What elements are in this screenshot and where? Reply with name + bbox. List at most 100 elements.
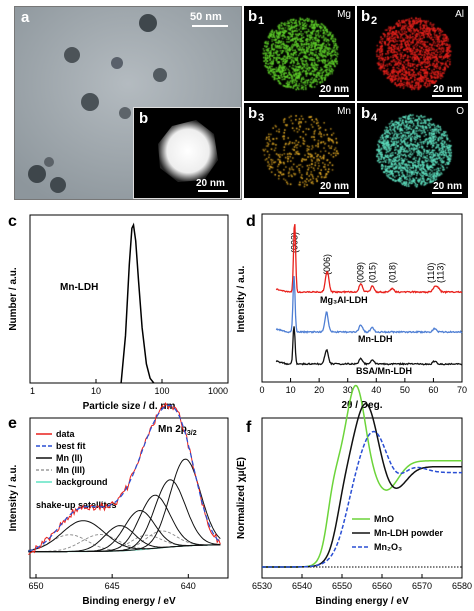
tem-particle	[64, 47, 80, 63]
panel-e-letter: e	[8, 415, 17, 432]
panel-f-legend-label: MnO	[374, 514, 394, 524]
panel-d-peak-label: (018)	[387, 262, 397, 283]
eds-sub: 3	[258, 112, 265, 124]
panel-d-xtick-label: 10	[286, 385, 296, 395]
panel-d-peak-label: (110)	[426, 263, 436, 283]
panel-d-xtick-label: 20	[314, 385, 324, 395]
panel-f-ylabel: Normalized χμ(E)	[236, 457, 247, 539]
eds-element: Mg	[337, 9, 351, 20]
panel-d-peak-label: (113)	[436, 263, 446, 283]
panel-e-title: Mn 2p3/2	[158, 424, 197, 437]
panel-f-xtick-label: 6580	[452, 581, 472, 591]
panel-e-data-line	[28, 402, 221, 555]
inset-scale-label: 20 nm	[196, 178, 225, 189]
eds-dots-al	[357, 6, 468, 101]
panel-d-xtick-label: 40	[371, 385, 381, 395]
panel-d-xtick-label: 30	[343, 385, 353, 395]
panel-d-peak-label: (003)	[290, 232, 300, 253]
panel-f-letter: f	[246, 419, 252, 436]
panel-d-series-line	[275, 326, 463, 366]
panel-f-series-line	[262, 384, 462, 568]
panel-a-letter: a	[21, 9, 30, 26]
panel-e-mn3-peak	[28, 530, 221, 553]
inset-letter: b	[139, 110, 149, 127]
panel-f-xtick-label: 6550	[332, 581, 352, 591]
panel-e-legend-label: Mn (II)	[56, 453, 83, 463]
panel-c-xtick-label: 10	[91, 386, 101, 396]
eds-letter: b	[361, 105, 371, 122]
panel-e-annotation: shake-up satellites	[36, 500, 117, 510]
panel-d-series-label: Mg₃Al-LDH	[320, 295, 368, 305]
tem-particle	[44, 157, 54, 167]
panel-e-legend-label: background	[56, 477, 108, 487]
panel-e-fit-line	[28, 404, 221, 552]
panel-d-letter: d	[246, 213, 256, 230]
panel-e-mn2-peak	[28, 458, 221, 553]
tem-particle	[111, 57, 123, 69]
panel-d-xtick-label: 60	[428, 385, 438, 395]
panel-e-legend-label: data	[56, 429, 76, 439]
eds-dots-o	[357, 103, 468, 198]
eds-letter: b	[361, 8, 371, 25]
panel-d-ylabel: Intensity / a.u.	[236, 265, 247, 332]
tem-particle	[119, 107, 131, 119]
inset-b-image: b 20 nm	[133, 107, 241, 199]
panel-e-frame	[29, 417, 229, 579]
panel-f-xtick-label: 6540	[292, 581, 312, 591]
eds-scale-label: 20 nm	[433, 181, 462, 192]
eds-letter: b	[248, 105, 258, 122]
panel-c-annotation: Mn-LDH	[60, 282, 98, 293]
inset-scale-bar	[198, 190, 228, 192]
panel-d-xtick-label: 0	[259, 385, 264, 395]
eds-sub: 4	[371, 112, 378, 124]
eds-element: Al	[455, 9, 464, 20]
tem-particles	[15, 7, 241, 199]
panel-f-series-line	[262, 403, 462, 568]
eds-scale-bar	[319, 192, 349, 194]
panel-d-xtick-label: 70	[457, 385, 467, 395]
eds-scale-label: 20 nm	[320, 181, 349, 192]
panel-c-ylabel: Number / a.u.	[8, 267, 19, 331]
panel-d-peak-label: (015)	[367, 262, 377, 283]
panel-a-scale-label: 50 nm	[190, 11, 222, 23]
panel-c-xtick-label: 1000	[208, 386, 228, 396]
panel-d-series-label: BSA/Mn-LDH	[356, 366, 412, 376]
panel-c-distribution-line	[120, 222, 155, 384]
panel-e-ylabel: Intensity / a.u.	[8, 464, 19, 531]
panel-e-legend-label: best fit	[56, 441, 86, 451]
eds-scale-bar	[432, 192, 462, 194]
panel-f-legend-label: Mn₂O₃	[374, 542, 402, 552]
panel-c-chart: c Mn-LDH Particle size / d. nm Number / …	[8, 213, 229, 412]
panel-d-chart: d 2θ / Deg. Intensity / a.u. 0 10 20 30 40 50…	[236, 213, 467, 411]
panel-d-peak-label: (006)	[322, 254, 332, 275]
eds-element: Mn	[337, 106, 351, 117]
panel-e-xtick-label: 645	[105, 581, 120, 591]
tem-particle	[28, 165, 46, 183]
panel-f-legend-label: Mn-LDH powder	[374, 528, 443, 538]
panel-d-xtick-label: 50	[400, 385, 410, 395]
panel-f-frame	[261, 417, 463, 579]
panel-c-letter: c	[8, 213, 17, 230]
panel-f-series-line	[262, 430, 462, 568]
panel-c-xtick-label: 100	[154, 386, 169, 396]
panel-f-chart: f Binding energy / eV Normalized χμ(E) 6…	[236, 384, 472, 607]
eds-scale-label: 20 nm	[433, 84, 462, 95]
panel-f-xtick-label: 6530	[252, 581, 272, 591]
eds-scale-label: 20 nm	[320, 84, 349, 95]
panel-a-tem-image: a 50 nm b 20 nm	[14, 6, 242, 200]
eds-dots-mn	[244, 103, 355, 198]
panel-e-legend-label: Mn (III)	[56, 465, 85, 475]
panel-c-xtick-label: 1	[30, 386, 35, 396]
eds-sub: 2	[371, 15, 378, 27]
eds-scale-bar	[319, 95, 349, 97]
eds-scale-bar	[432, 95, 462, 97]
panel-d-series-label: Mn-LDH	[358, 334, 393, 344]
tem-particle	[139, 14, 157, 32]
panel-d-peak-label: (009)	[356, 262, 366, 283]
panel-e-xtick-label: 650	[28, 581, 43, 591]
tem-particle	[153, 68, 167, 82]
